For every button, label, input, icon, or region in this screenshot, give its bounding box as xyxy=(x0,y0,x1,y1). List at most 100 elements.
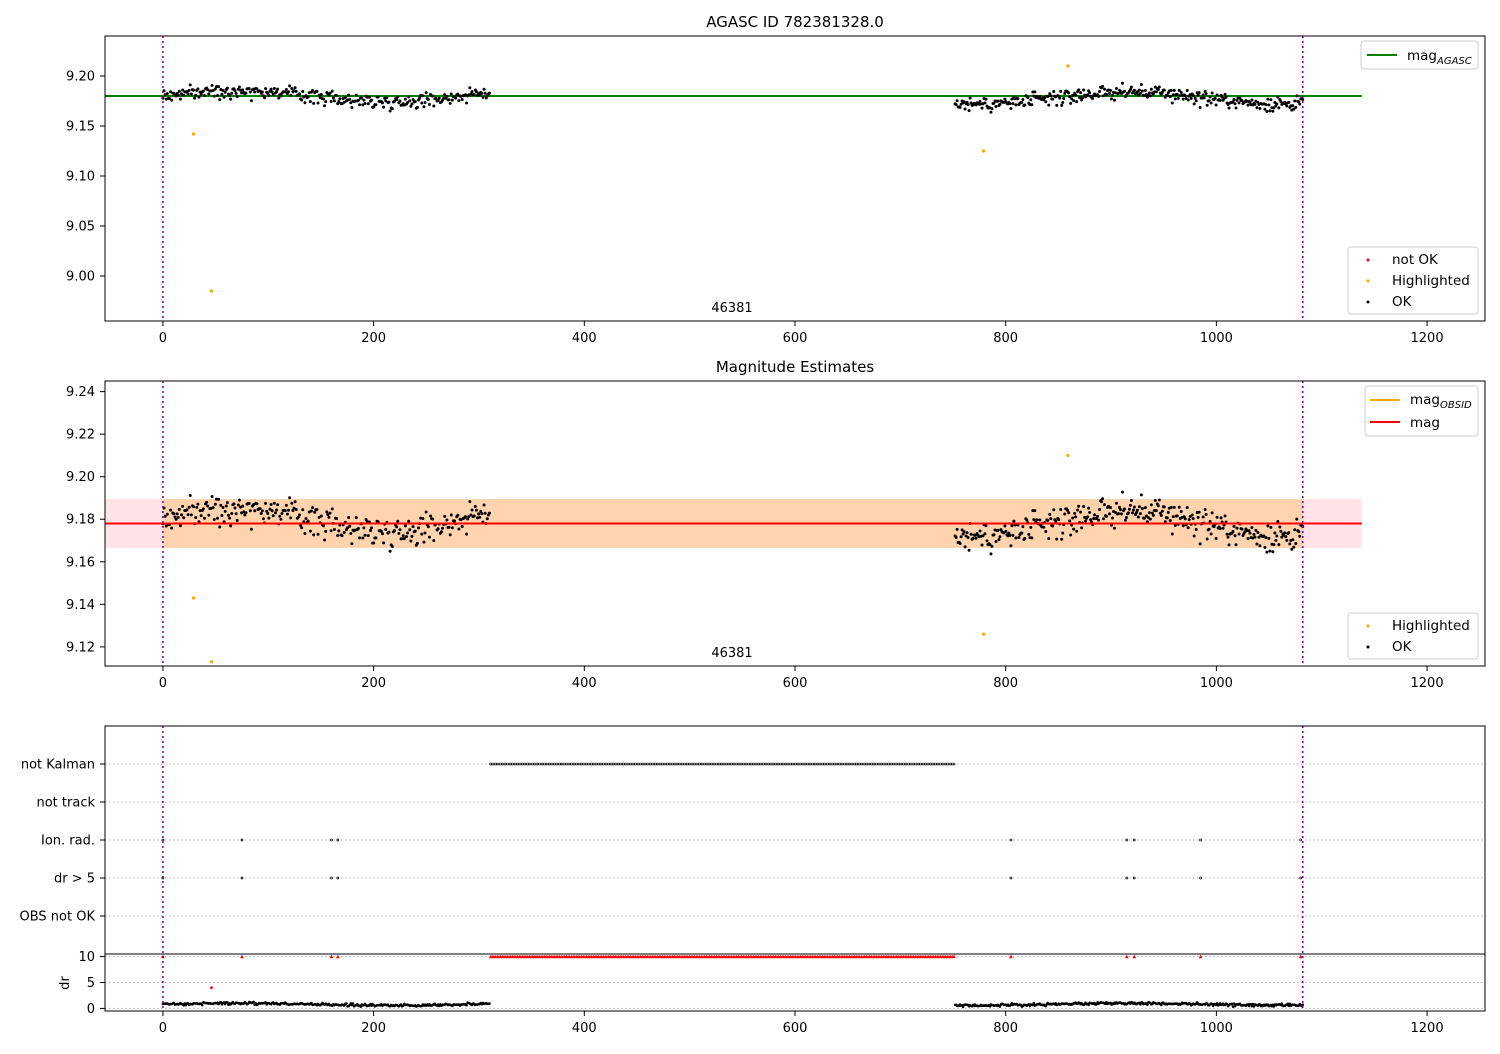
flag-point xyxy=(860,762,863,766)
ok-point xyxy=(413,100,417,104)
ok-point xyxy=(432,104,436,108)
ok-point xyxy=(1183,94,1187,98)
ok-point xyxy=(163,514,167,518)
ok-point xyxy=(1147,511,1151,515)
flag-point xyxy=(509,762,513,766)
ok-point xyxy=(1269,525,1273,529)
flag-point xyxy=(336,838,340,842)
ok-point xyxy=(410,534,414,538)
flag-point xyxy=(560,762,563,766)
ok-point xyxy=(216,94,220,98)
dr-point xyxy=(998,1005,1002,1008)
flag-point xyxy=(533,762,536,766)
flag-point xyxy=(502,762,506,766)
ok-point xyxy=(195,505,199,509)
ok-point xyxy=(996,528,1000,532)
flag-point xyxy=(570,762,573,766)
ok-point xyxy=(296,515,300,519)
ok-point xyxy=(1250,526,1254,530)
ok-point xyxy=(992,101,996,105)
ok-point xyxy=(1067,91,1071,95)
ok-point xyxy=(1127,507,1131,511)
ok-point xyxy=(269,87,273,91)
dr-capped-point xyxy=(1198,954,1203,959)
agasc-xtick-label: 200 xyxy=(361,331,386,346)
ok-point xyxy=(1023,103,1027,107)
dr-point xyxy=(252,1000,255,1004)
ok-point xyxy=(340,102,344,106)
ok-point xyxy=(300,98,304,102)
ok-point xyxy=(380,101,384,105)
ok-point xyxy=(340,534,344,538)
ok-point xyxy=(456,513,460,517)
flag-point xyxy=(632,762,636,766)
flag-point xyxy=(639,762,642,766)
ok-point xyxy=(443,514,447,518)
ok-point xyxy=(996,99,1000,103)
dr-point xyxy=(1288,1002,1292,1006)
ok-point xyxy=(244,91,248,95)
flag-point xyxy=(841,762,845,766)
ok-point xyxy=(170,98,174,102)
flag-point xyxy=(664,762,668,766)
ok-point xyxy=(1256,100,1260,104)
flag-point xyxy=(849,762,853,766)
ok-point xyxy=(1044,530,1048,534)
ok-point xyxy=(241,504,245,508)
flag-point xyxy=(780,762,784,766)
flag-point xyxy=(1009,876,1013,880)
ok-point xyxy=(407,95,411,99)
ok-point xyxy=(1108,512,1112,516)
dr-ytick-label: 0 xyxy=(87,1002,95,1017)
flag-point xyxy=(873,762,877,766)
ok-point xyxy=(1062,97,1066,101)
flag-point xyxy=(546,762,550,766)
flag-point xyxy=(787,762,791,766)
ok-point xyxy=(1267,536,1271,540)
ok-point xyxy=(1269,98,1273,102)
estimates-xtick-label: 1200 xyxy=(1411,676,1444,691)
ok-point xyxy=(981,534,985,538)
ok-point xyxy=(362,526,366,530)
ok-point xyxy=(415,541,419,545)
ok-point xyxy=(372,105,376,109)
flag-point xyxy=(490,762,494,766)
ok-point xyxy=(437,96,441,100)
ok-point xyxy=(1258,544,1262,548)
ok-point xyxy=(186,513,190,517)
ok-point xyxy=(260,90,264,94)
ok-point xyxy=(1276,95,1280,99)
ok-point xyxy=(1213,96,1217,100)
ok-point xyxy=(253,90,257,94)
ok-point xyxy=(266,511,270,515)
ok-point xyxy=(1116,512,1120,516)
ok-point xyxy=(300,526,304,530)
ok-point xyxy=(233,89,237,93)
flag-point xyxy=(779,762,782,766)
flag-point xyxy=(858,762,861,766)
flag-point xyxy=(549,762,553,766)
ok-point xyxy=(427,535,431,539)
ok-point xyxy=(1272,543,1276,547)
flag-point xyxy=(538,762,541,766)
flag-point xyxy=(946,762,949,766)
flag-point xyxy=(747,762,750,766)
ok-point xyxy=(1109,89,1113,93)
ok-point xyxy=(454,96,458,100)
ok-point xyxy=(1165,516,1169,520)
ok-point xyxy=(323,104,327,108)
ok-point xyxy=(1142,516,1146,520)
ok-point xyxy=(477,512,481,516)
ok-point xyxy=(1030,103,1034,107)
flag-point xyxy=(915,762,919,766)
dr-point xyxy=(359,1005,362,1008)
ok-point xyxy=(289,516,293,520)
dr-point xyxy=(961,1005,965,1009)
legend-not-ok-label: not OK xyxy=(1392,252,1439,268)
ok-point xyxy=(324,100,328,104)
flag-point xyxy=(683,762,686,766)
dr-axis-label: dr xyxy=(58,976,73,990)
ok-point xyxy=(1103,87,1107,91)
ok-point xyxy=(1221,526,1225,530)
ok-point xyxy=(1070,97,1074,101)
